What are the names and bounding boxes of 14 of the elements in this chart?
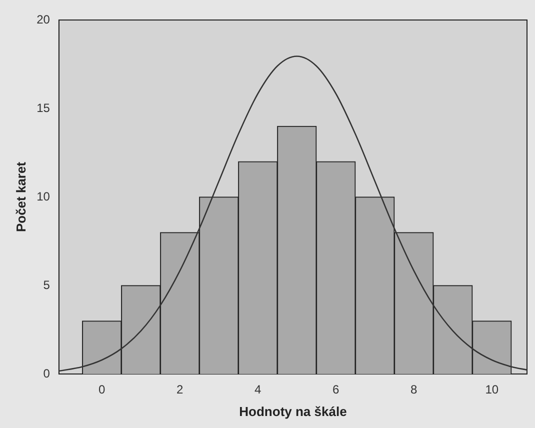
y-tick-label: 20 — [36, 12, 50, 26]
x-tick-label: 6 — [332, 382, 340, 397]
x-tick-label: 8 — [410, 382, 418, 397]
y-tick-label: 10 — [36, 189, 50, 204]
x-tick-label: 0 — [98, 382, 106, 397]
line-series — [58, 56, 527, 372]
y-tick-label: 15 — [36, 100, 50, 115]
y-axis-title: Počet karet — [13, 161, 28, 232]
x-axis-title: Hodnoty na škále — [239, 404, 347, 419]
x-tick-label: 4 — [254, 382, 262, 397]
y-tick-label: 0 — [43, 366, 50, 380]
x-tick-label: 2 — [176, 382, 184, 397]
x-tick-label: 10 — [485, 382, 499, 397]
y-tick-label: 5 — [43, 278, 50, 292]
